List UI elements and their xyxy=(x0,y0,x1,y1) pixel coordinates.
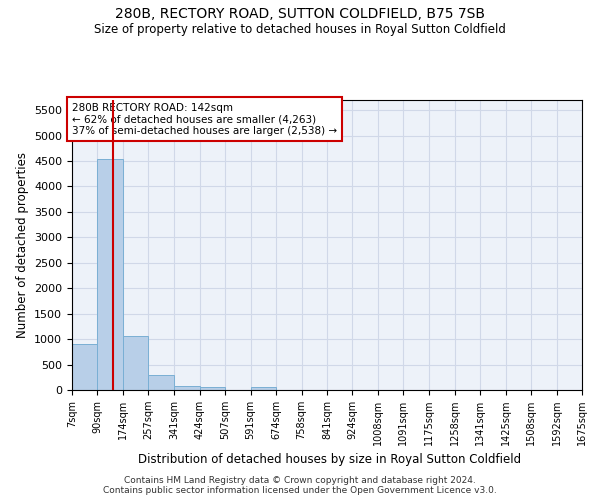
Text: Size of property relative to detached houses in Royal Sutton Coldfield: Size of property relative to detached ho… xyxy=(94,22,506,36)
Text: 280B RECTORY ROAD: 142sqm
← 62% of detached houses are smaller (4,263)
37% of se: 280B RECTORY ROAD: 142sqm ← 62% of detac… xyxy=(72,102,337,136)
Bar xyxy=(123,336,148,390)
Bar xyxy=(97,158,123,390)
Bar xyxy=(174,386,199,390)
Text: Distribution of detached houses by size in Royal Sutton Coldfield: Distribution of detached houses by size … xyxy=(139,452,521,466)
Bar xyxy=(199,386,225,390)
Y-axis label: Number of detached properties: Number of detached properties xyxy=(16,152,29,338)
Bar xyxy=(148,375,174,390)
Bar xyxy=(72,344,97,390)
Text: Contains HM Land Registry data © Crown copyright and database right 2024.: Contains HM Land Registry data © Crown c… xyxy=(124,476,476,485)
Bar xyxy=(251,386,276,390)
Text: 280B, RECTORY ROAD, SUTTON COLDFIELD, B75 7SB: 280B, RECTORY ROAD, SUTTON COLDFIELD, B7… xyxy=(115,8,485,22)
Text: Contains public sector information licensed under the Open Government Licence v3: Contains public sector information licen… xyxy=(103,486,497,495)
